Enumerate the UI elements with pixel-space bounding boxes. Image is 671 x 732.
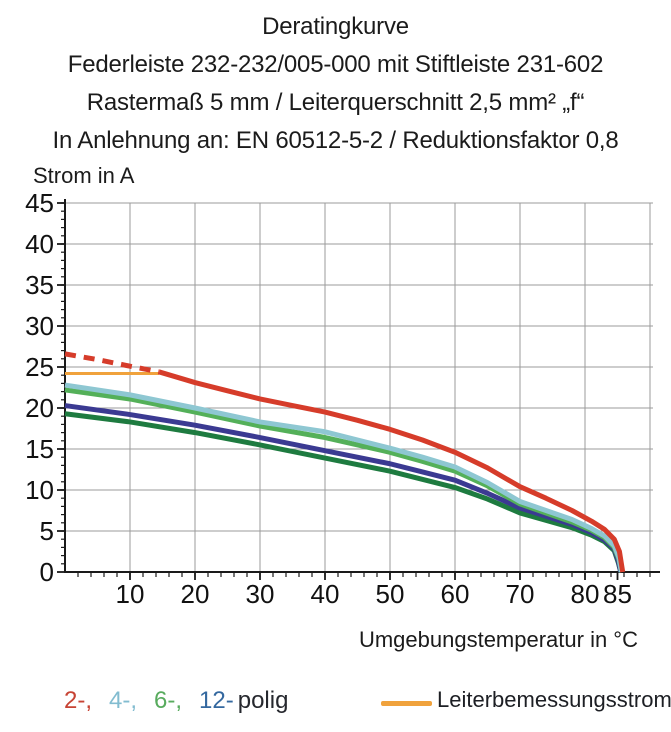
legend-item-2polig: 2-, [64,687,93,714]
legend-item-4polig: 4-, [109,687,138,714]
series-2-polig-dashed-above-leiterbemessungsstrom- [64,351,160,375]
svg-text:0: 0 [40,557,54,587]
svg-text:10: 10 [116,579,145,609]
series-4-polig [64,382,624,573]
svg-text:70: 70 [506,579,535,609]
svg-text:5: 5 [40,516,54,546]
svg-text:10: 10 [25,475,54,505]
series-2-polig [158,369,626,573]
chart-subtitle-standard: In Anlehnung an: EN 60512-5-2 / Reduktio… [52,127,619,154]
svg-text:85: 85 [603,579,632,609]
rated-current-line-swatch [381,701,432,706]
svg-text:25: 25 [25,352,54,382]
svg-text:60: 60 [441,579,470,609]
svg-text:20: 20 [25,393,54,423]
rated-current-label: Leiterbemessungsstrom [437,687,671,712]
x-axis-title: Umgebungstemperatur in °C [358,627,638,652]
svg-text:15: 15 [25,434,54,464]
chart-subtitle-spec: Rastermaß 5 mm / Leiterquerschnitt 2,5 m… [86,89,585,116]
svg-text:30: 30 [25,311,54,341]
svg-text:20: 20 [181,579,210,609]
chart-title-block: Deratingkurve Federleiste 232-232/005-00… [0,8,671,160]
svg-text:50: 50 [376,579,405,609]
chart-title: Deratingkurve [262,13,409,40]
series-12-polig [64,403,624,573]
legend-item-12polig: 12- [199,687,234,714]
svg-text:40: 40 [311,579,340,609]
svg-text:35: 35 [25,270,54,300]
legend-item-6polig: 6-, [154,687,183,714]
svg-text:40: 40 [25,229,54,259]
chart-subtitle-product: Federleiste 232-232/005-000 mit Stiftlei… [67,51,604,78]
svg-text:45: 45 [25,188,54,218]
legend-poles: 2-, 4-, 6-, 12- polig [64,687,288,715]
legend-poles-suffix: polig [237,687,289,714]
svg-text:30: 30 [246,579,275,609]
svg-text:80: 80 [571,579,600,609]
y-axis-title: Strom in A [33,163,135,188]
